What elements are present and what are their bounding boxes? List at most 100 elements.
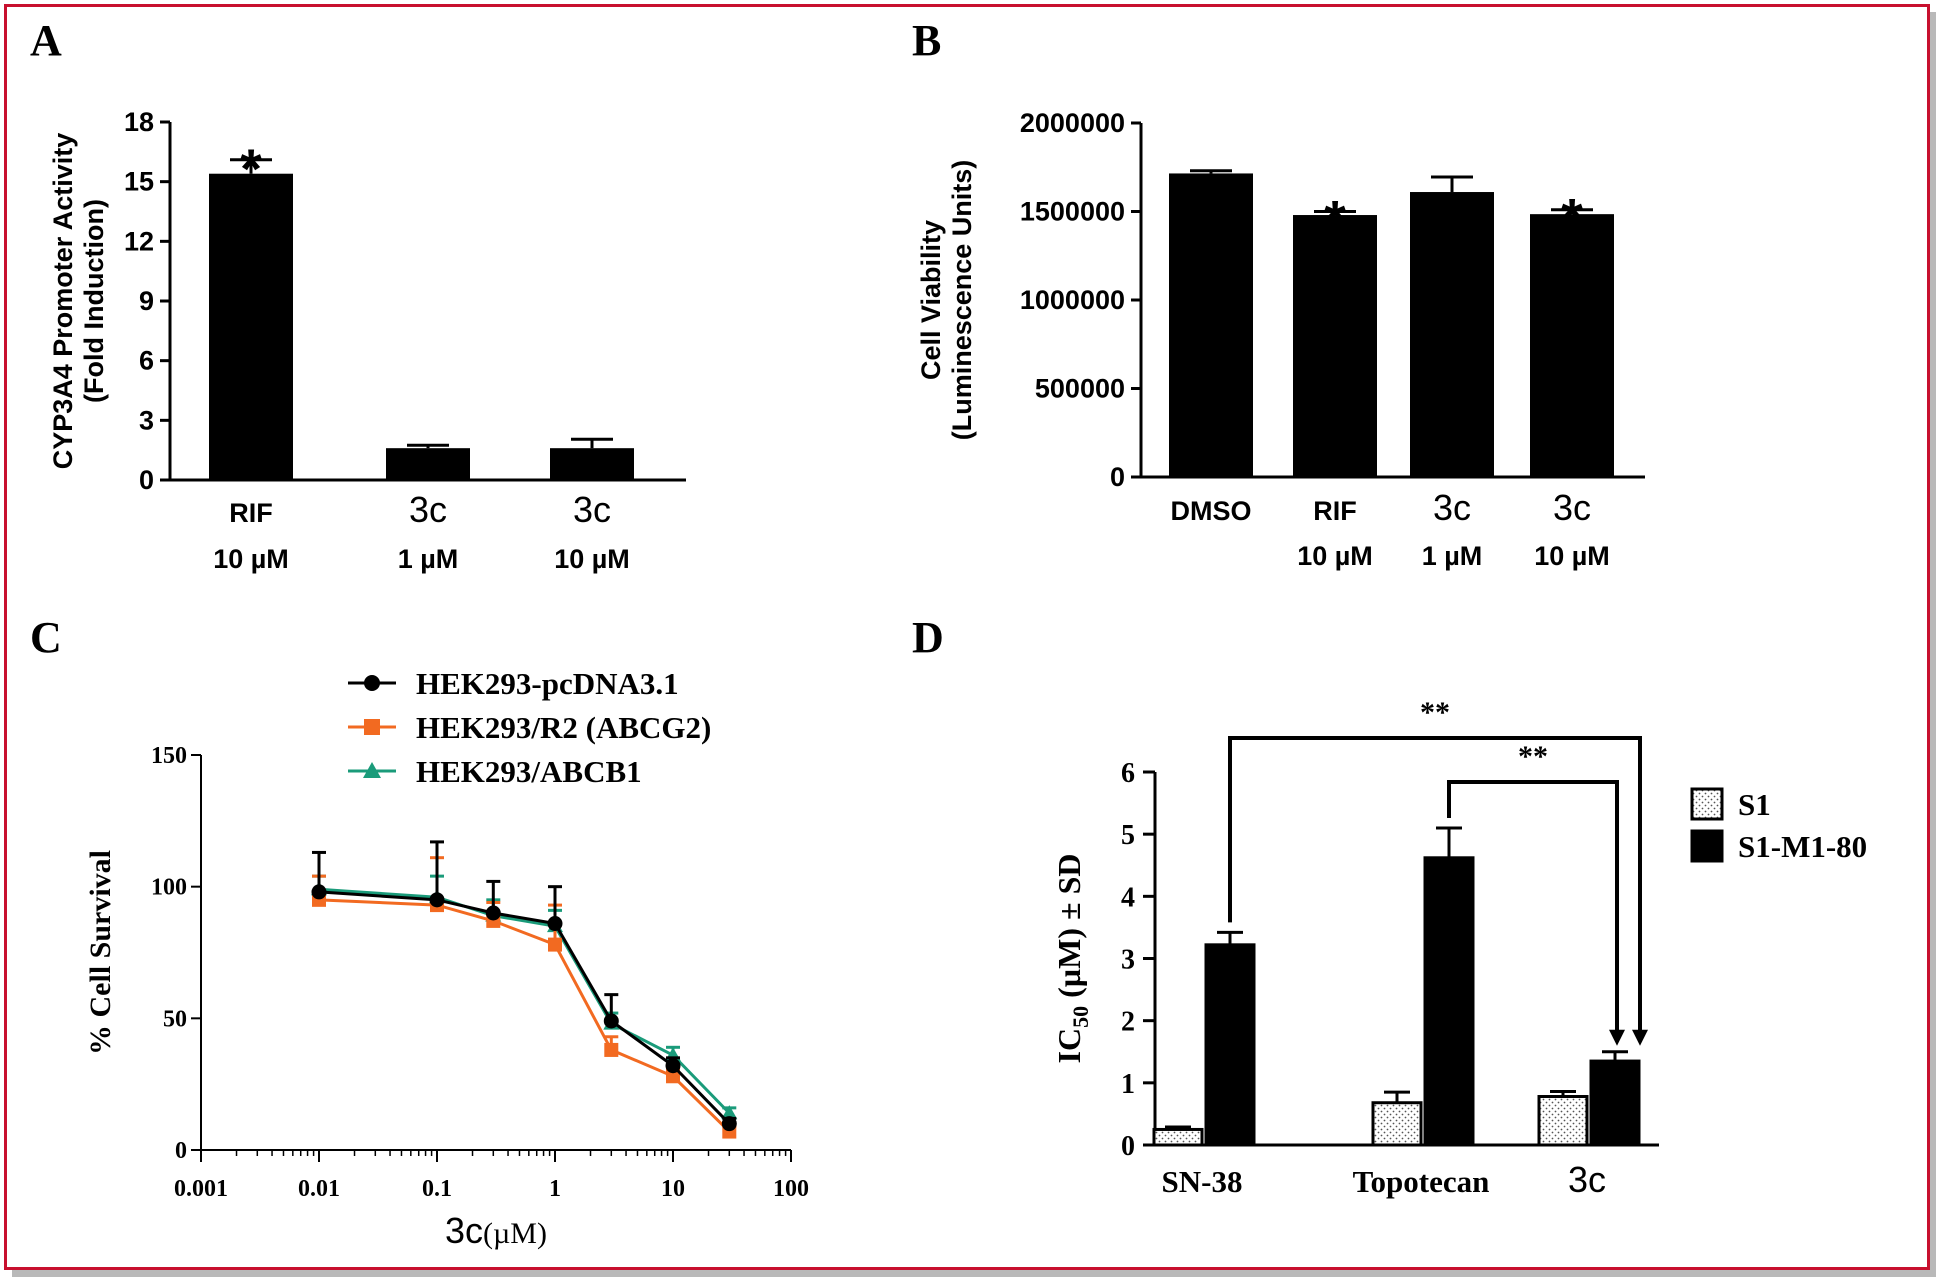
y-tick-label: 2	[1121, 1007, 1135, 1038]
legend-marker	[363, 762, 381, 778]
category-sublabel: 10 µM	[1297, 541, 1373, 571]
y-tick-label: 18	[124, 107, 154, 137]
y-tick-label: 1	[1121, 1069, 1135, 1100]
category-label: 3c	[573, 489, 611, 530]
category-sublabel: 10 µM	[213, 544, 289, 574]
data-point	[603, 1013, 619, 1029]
bar	[1204, 943, 1256, 1147]
y-tick-label: 0	[139, 465, 154, 495]
x-tick-label: 10	[661, 1176, 685, 1202]
category-label: 3c	[1433, 487, 1471, 528]
significance-label: **	[1420, 696, 1450, 729]
y-tick-label: 50	[163, 1006, 187, 1032]
y-tick-label: 500000	[1035, 374, 1125, 404]
bar	[1423, 856, 1475, 1147]
category-label: RIF	[1313, 496, 1357, 526]
data-point	[665, 1058, 681, 1074]
panel-b: B 0 500000 1000000 1500000 2000000 Cell Viabil…	[912, 16, 1645, 571]
category-sublabel: 1 µM	[1422, 541, 1483, 571]
bar	[1410, 192, 1494, 477]
bar	[1371, 1101, 1423, 1147]
panel-d: D 0 1 2 3 4 5 6 IC50 (µM) ± SD SN-38 Topotecan 3c **…	[912, 613, 1867, 1200]
category-label: 3c	[1553, 487, 1591, 528]
panel-letter: D	[912, 613, 944, 662]
data-point	[485, 905, 501, 921]
data-point	[547, 916, 563, 932]
bar	[550, 448, 634, 480]
significance-arrowhead	[1632, 1029, 1648, 1046]
category-label: Topotecan	[1353, 1164, 1490, 1199]
significance-star: *	[1324, 189, 1346, 252]
legend-swatch	[1690, 787, 1724, 821]
x-tick-label: 0.1	[422, 1176, 452, 1202]
x-axis-label-unit: (µM)	[483, 1217, 547, 1250]
legend-marker	[364, 675, 380, 691]
frame-shadow-right	[1930, 12, 1936, 1274]
category-sublabel: 1 µM	[398, 544, 459, 574]
y-axis-label-main: IC	[1051, 1028, 1087, 1064]
legend-label: HEK293/R2 (ABCG2)	[416, 710, 711, 745]
x-axis-label-compound: 3c	[445, 1210, 483, 1251]
x-tick-label: 0.001	[174, 1176, 228, 1202]
significance-arrowhead	[1609, 1029, 1625, 1046]
y-tick-label: 1000000	[1020, 285, 1125, 315]
x-axis-label: 3c(µM)	[445, 1210, 547, 1251]
bar	[209, 173, 293, 480]
legend-label: HEK293-pcDNA3.1	[416, 666, 679, 701]
data-point	[429, 892, 445, 908]
category-label: SN-38	[1162, 1164, 1243, 1199]
y-tick-label: 0	[175, 1138, 187, 1164]
significance-bracket	[1228, 736, 1642, 1042]
y-tick-label: 9	[139, 286, 154, 316]
y-tick-label: 6	[1121, 758, 1135, 789]
bar	[1169, 173, 1253, 477]
data-point	[311, 884, 327, 900]
panel-letter: A	[30, 16, 62, 65]
category-sublabel: 10 µM	[1534, 541, 1610, 571]
significance-bracket	[1447, 780, 1619, 1042]
y-axis-label: CYP3A4 Promoter Activity(Fold Induction)	[48, 133, 109, 470]
significance-star: *	[1561, 187, 1583, 250]
data-point	[721, 1116, 737, 1132]
category-label: DMSO	[1171, 496, 1252, 526]
panel-a: A 0 3 6 9 12 15 18 CYP3A4 Promoter Activity(Fold…	[30, 16, 686, 574]
panel-c: C 0 50 100 150 0.001 0.01 0.1 1 10 100 % Cell Survi…	[30, 613, 809, 1251]
legend-label: S1-M1-80	[1738, 829, 1867, 864]
data-point	[548, 937, 562, 952]
x-tick-label: 1	[549, 1176, 561, 1202]
x-tick-label: 100	[773, 1176, 809, 1202]
legend-marker	[364, 719, 380, 735]
legend-label: HEK293/ABCB1	[416, 754, 642, 789]
y-axis-label-line: Cell Viability	[916, 220, 946, 380]
panel-letter: B	[912, 16, 941, 65]
y-tick-label: 0	[1110, 462, 1125, 492]
y-axis-label: % Cell Survival	[84, 850, 117, 1055]
y-axis-label-subscript: 50	[1068, 1006, 1093, 1028]
bar	[1589, 1059, 1641, 1147]
y-axis-label: IC50 (µM) ± SD	[1051, 854, 1093, 1064]
y-tick-label: 15	[124, 167, 154, 197]
bar	[1152, 1127, 1204, 1147]
y-tick-label: 150	[151, 743, 187, 769]
series-line	[318, 898, 731, 1133]
y-tick-label: 0	[1121, 1131, 1135, 1162]
legend-label: S1	[1738, 787, 1771, 822]
significance-star: *	[240, 137, 262, 200]
data-point	[604, 1042, 619, 1057]
bar	[1530, 214, 1614, 477]
bar	[1293, 215, 1377, 478]
y-axis-label-line: (Luminescence Units)	[947, 160, 977, 441]
data-point	[721, 1105, 738, 1120]
data-point	[666, 1069, 680, 1084]
y-axis-label: Cell Viability(Luminescence Units)	[916, 160, 977, 441]
y-tick-label: 2000000	[1020, 108, 1125, 138]
y-tick-label: 3	[1121, 945, 1135, 976]
y-tick-label: 6	[139, 346, 154, 376]
category-label: 3c	[1568, 1159, 1606, 1200]
panel-letter: C	[30, 613, 62, 662]
y-tick-label: 12	[124, 226, 154, 256]
y-tick-label: 4	[1121, 882, 1135, 913]
y-axis-label-rest: (µM) ± SD	[1051, 854, 1087, 1006]
y-tick-label: 1500000	[1020, 197, 1125, 227]
